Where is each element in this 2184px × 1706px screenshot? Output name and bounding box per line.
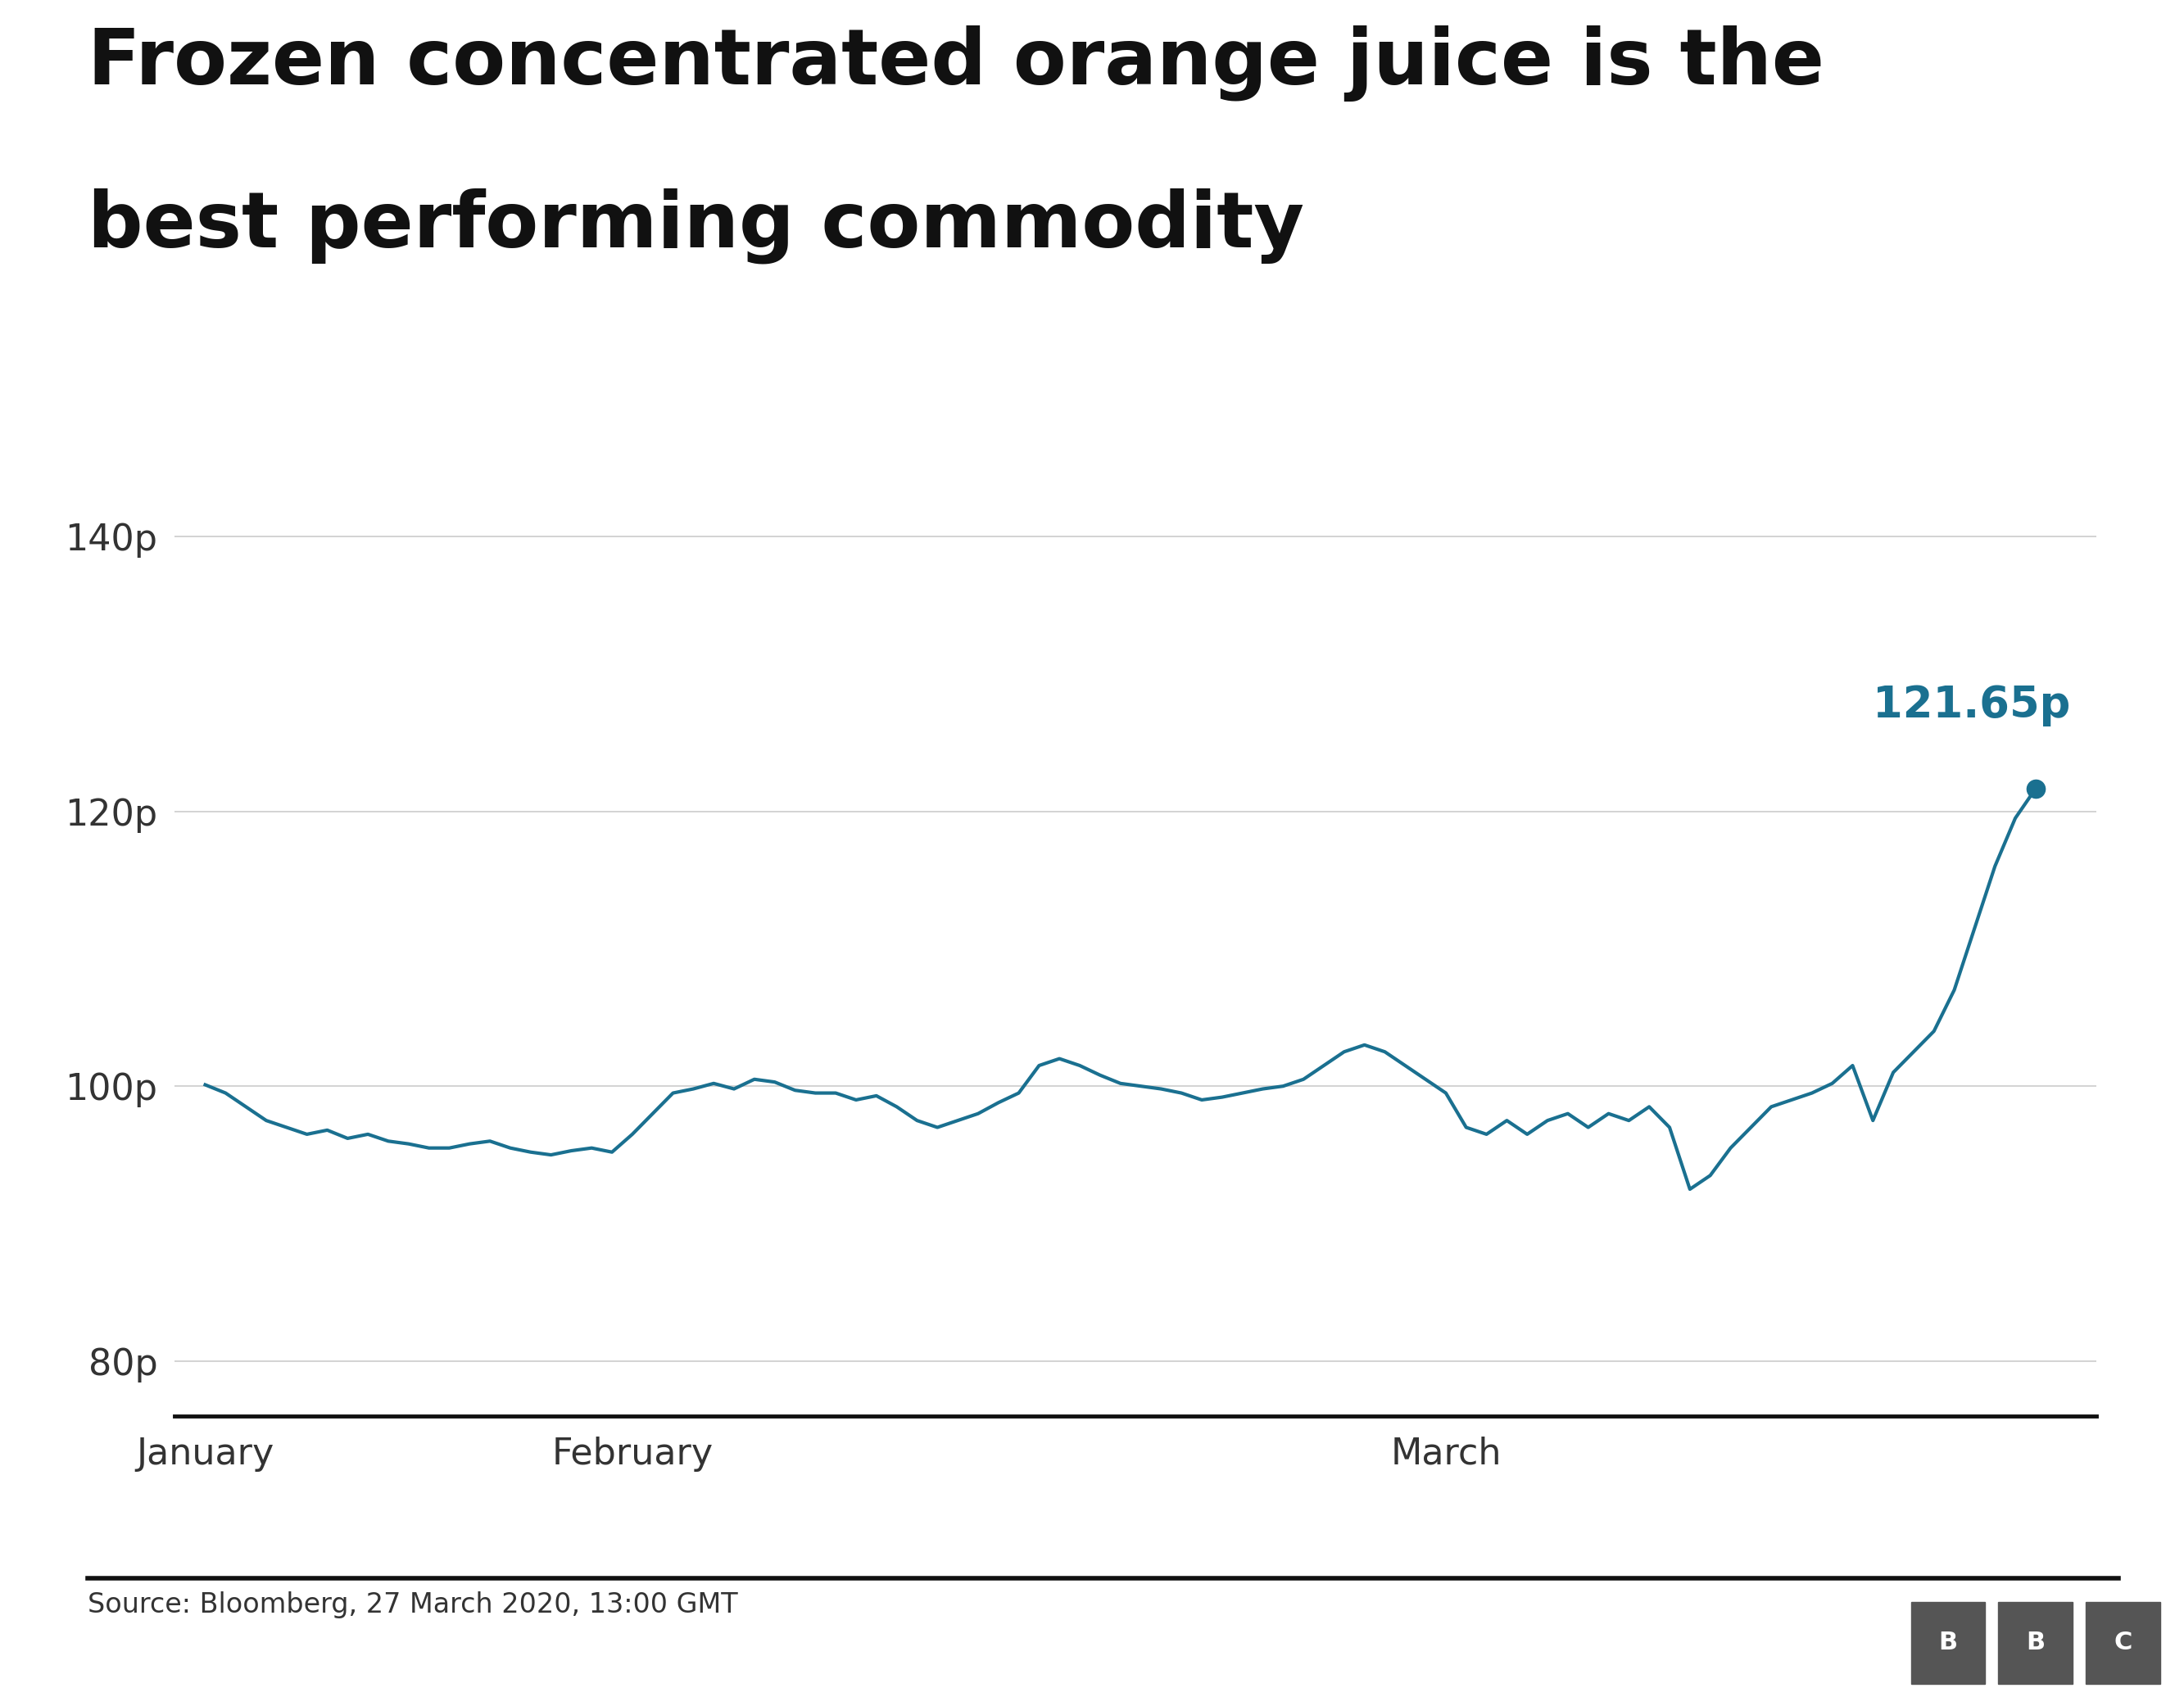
Text: 121.65p: 121.65p — [1874, 684, 2070, 727]
Text: best performing commodity: best performing commodity — [87, 188, 1304, 263]
Text: Frozen concentrated orange juice is the: Frozen concentrated orange juice is the — [87, 26, 1824, 102]
Text: Source: Bloomberg, 27 March 2020, 13:00 GMT: Source: Bloomberg, 27 March 2020, 13:00 … — [87, 1592, 738, 1619]
Text: B: B — [2027, 1631, 2044, 1655]
Text: C: C — [2114, 1631, 2132, 1655]
Text: B: B — [1939, 1631, 1957, 1655]
